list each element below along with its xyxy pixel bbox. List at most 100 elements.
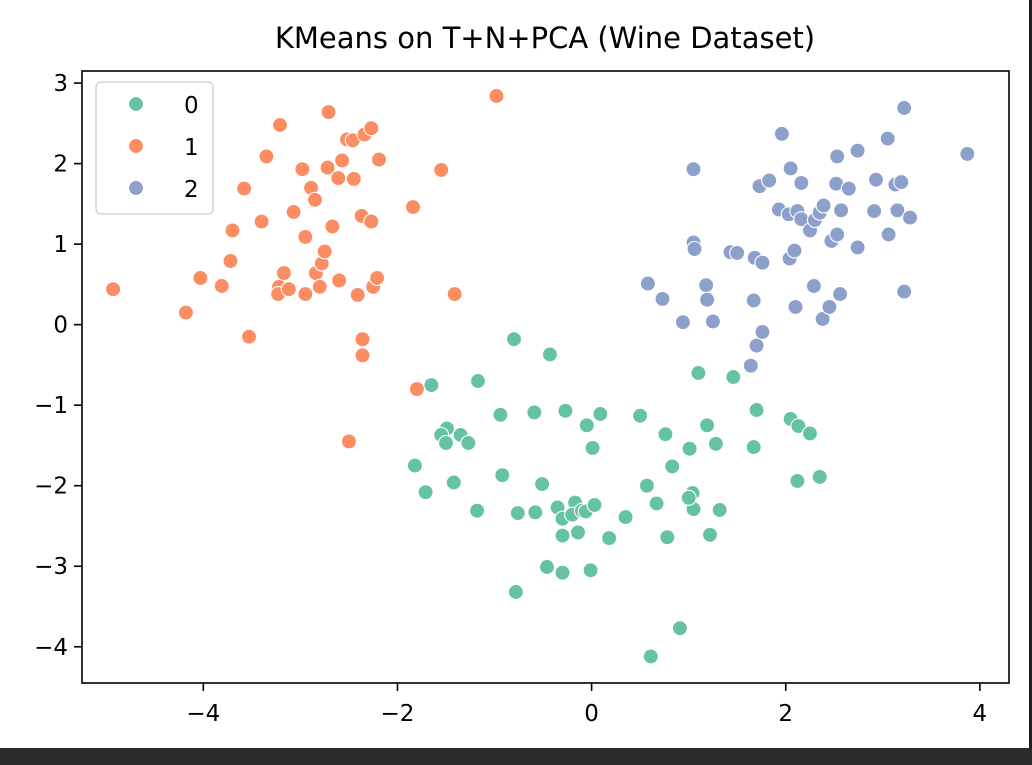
point-cluster-1 [280,281,297,298]
point-cluster-2 [639,275,656,292]
point-cluster-0 [509,505,526,522]
legend-label-2: 2 [184,177,199,203]
point-cluster-1 [370,151,388,168]
point-cluster-1 [363,213,380,230]
x-tick-label: −2 [381,701,415,727]
point-cluster-1 [330,170,347,187]
point-cluster-2 [901,209,919,226]
point-cluster-0 [445,474,462,491]
point-cluster-1 [275,265,292,282]
point-cluster-1 [240,328,258,345]
x-tick-label: −4 [186,701,220,727]
x-tick-label: 4 [973,701,988,727]
point-cluster-2 [880,226,897,243]
window-bottom-strip [0,748,1032,765]
y-tick-label: 3 [53,71,68,97]
point-cluster-1 [433,161,450,179]
point-cluster-1 [331,272,348,289]
point-cluster-0 [659,529,676,546]
point-cluster-1 [319,159,336,176]
point-cluster-2 [787,298,804,315]
point-cluster-2 [754,323,771,340]
point-cluster-2 [754,254,771,271]
point-cluster-0 [701,526,719,543]
point-cluster-1 [236,180,253,197]
legend-label-1: 1 [184,135,199,161]
point-cluster-0 [790,418,807,435]
point-cluster-1 [369,269,386,287]
point-cluster-0 [586,496,603,514]
point-cluster-2 [866,203,883,220]
legend-marker-0 [127,95,145,113]
legend-box [95,81,214,215]
chart-title: KMeans on T+N+PCA (Wine Dataset) [275,21,815,55]
point-cluster-0 [725,368,742,386]
point-cluster-2 [786,242,803,259]
point-cluster-1 [349,286,366,303]
point-cluster-1 [340,433,357,450]
point-cluster-2 [704,313,721,330]
x-tick-label: 2 [778,701,793,727]
point-cluster-0 [632,407,649,424]
point-cluster-0 [748,401,765,419]
point-cluster-2 [893,174,910,191]
y-tick-label: −4 [34,635,68,661]
point-cluster-1 [404,199,422,216]
point-cluster-1 [213,277,230,295]
point-cluster-0 [601,530,618,547]
point-cluster-1 [105,281,122,298]
point-cluster-0 [745,439,762,456]
point-cluster-1 [258,148,275,165]
point-cluster-2 [654,290,671,307]
point-cluster-2 [896,99,913,117]
point-cluster-2 [849,142,866,159]
point-cluster-0 [657,426,674,443]
point-cluster-0 [711,501,728,518]
point-cluster-2 [815,197,832,214]
point-cluster-1 [192,269,209,287]
point-cluster-0 [406,457,423,474]
point-cluster-1 [488,87,505,105]
point-cluster-2 [729,244,746,262]
point-cluster-0 [554,564,571,581]
point-cluster-1 [271,116,289,134]
point-cluster-0 [584,439,601,456]
point-cluster-1 [363,120,380,137]
point-cluster-1 [354,331,371,348]
y-tick-label: 2 [53,152,68,178]
point-cluster-2 [748,337,765,354]
point-cluster-0 [469,372,487,390]
point-cluster-2 [782,160,799,177]
point-cluster-0 [582,562,599,579]
point-cluster-0 [505,331,523,348]
point-cluster-1 [324,218,341,235]
point-cluster-0 [690,364,707,382]
point-cluster-2 [829,148,846,165]
point-cluster-0 [638,477,655,494]
y-tick-label: 0 [53,313,68,339]
point-cluster-0 [527,504,544,521]
point-cluster-0 [648,495,665,512]
point-cluster-1 [320,104,337,121]
point-cluster-1 [446,286,463,303]
point-cluster-1 [311,278,328,295]
point-cluster-0 [507,583,524,601]
point-cluster-2 [896,283,913,300]
point-cluster-2 [773,125,790,142]
point-cluster-2 [761,172,778,189]
points-layer [105,87,976,665]
point-cluster-2 [849,239,866,256]
point-cluster-2 [805,277,822,295]
point-cluster-2 [867,171,885,188]
point-cluster-1 [297,228,314,245]
point-cluster-2 [686,240,703,258]
point-cluster-2 [698,277,715,294]
legend-marker-2 [127,179,145,197]
point-cluster-0 [460,434,477,452]
x-axis: −4 −2 0 2 4 [186,683,987,727]
legend-label-0: 0 [184,93,199,119]
point-cluster-0 [494,467,511,484]
y-tick-label: −2 [34,474,68,500]
figure-canvas: KMeans on T+N+PCA (Wine Dataset) −4 −2 0 2 4… [0,0,1032,748]
